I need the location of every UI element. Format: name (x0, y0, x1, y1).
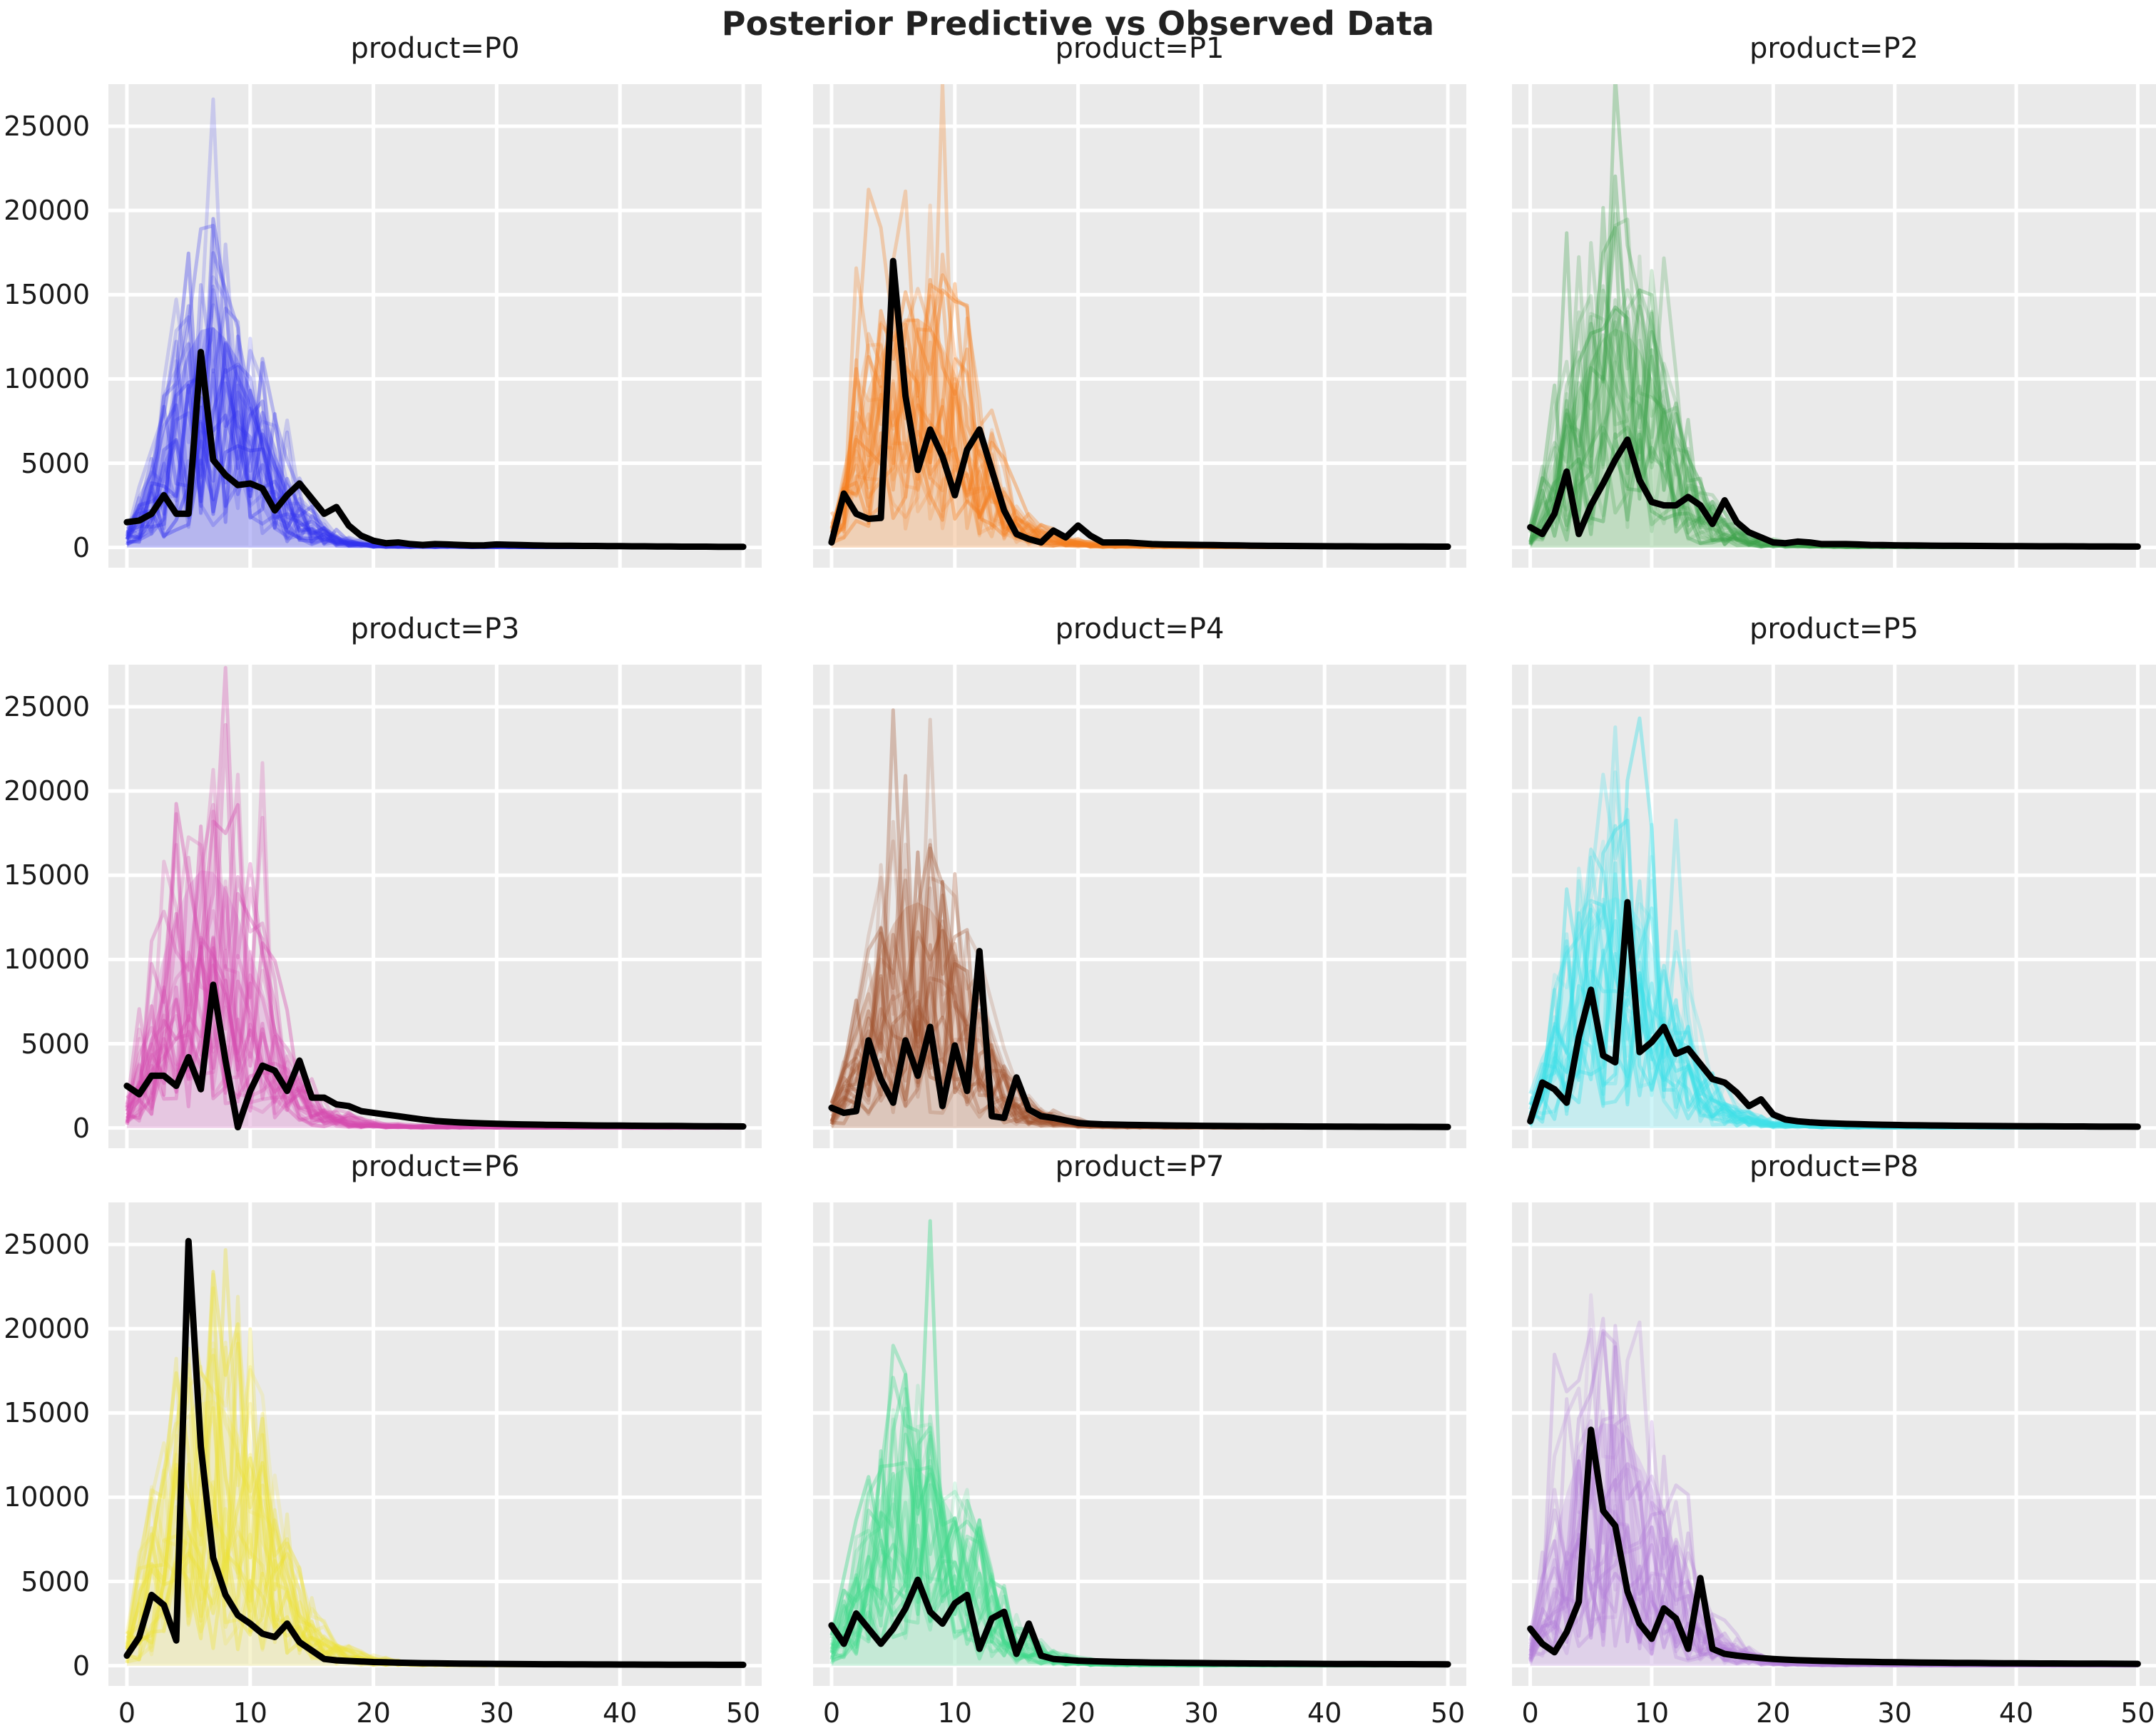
x-tick-label: 30 (479, 1697, 514, 1728)
x-tick-label: 50 (1430, 1697, 1466, 1728)
x-tick-label: 30 (1877, 1697, 1912, 1728)
observed-line (828, 1576, 1451, 1668)
plot-area-p3 (108, 665, 762, 1148)
panel-title-p5: product=P5 (1749, 613, 1919, 645)
y-tick-label: 10000 (4, 363, 90, 395)
panel-title-p1: product=P1 (1055, 32, 1225, 65)
panel-title-p7: product=P7 (1055, 1150, 1225, 1183)
y-tick-label: 5000 (21, 1565, 90, 1597)
plot-area-p2 (1512, 84, 2156, 568)
observed-line (1527, 436, 2141, 550)
x-tick-label: 30 (1184, 1697, 1219, 1728)
y-tick-label: 20000 (4, 195, 90, 227)
y-tick-label: 15000 (4, 279, 90, 311)
panel-title-p4: product=P4 (1055, 613, 1225, 645)
plot-area-p1 (813, 84, 1466, 568)
observed-line (828, 257, 1451, 550)
observed-line (123, 981, 747, 1130)
posterior-draws (1528, 716, 2138, 1130)
y-tick-label: 10000 (4, 944, 90, 976)
y-tick-label: 0 (72, 1112, 90, 1144)
observed-line (828, 948, 1451, 1130)
posterior-band (126, 870, 744, 1128)
gridlines (813, 665, 1466, 1148)
y-tick-label: 20000 (4, 1313, 90, 1345)
posterior-band (831, 318, 1449, 548)
posterior-draws (1528, 84, 2138, 550)
x-tick-label: 50 (2120, 1697, 2155, 1728)
posterior-band (1530, 1423, 2138, 1666)
x-tick-label: 0 (1521, 1697, 1539, 1728)
posterior-draws (125, 1248, 744, 1668)
posterior-band (126, 327, 744, 548)
x-tick-label: 40 (1998, 1697, 2034, 1728)
posterior-draws (829, 84, 1449, 550)
y-tick-label: 5000 (21, 447, 90, 479)
plot-area-p7 (813, 1202, 1466, 1686)
panel-title-p0: product=P0 (350, 32, 520, 65)
y-tick-label: 0 (72, 531, 90, 563)
panel-title-p2: product=P2 (1749, 32, 1919, 65)
x-tick-label: 20 (1756, 1697, 1791, 1728)
x-tick-label: 20 (356, 1697, 391, 1728)
observed-line (123, 1237, 747, 1668)
gridlines (813, 84, 1466, 568)
plot-area-p6 (108, 1202, 762, 1686)
y-tick-label: 20000 (4, 775, 90, 807)
x-tick-label: 50 (725, 1697, 761, 1728)
figure-title: Posterior Predictive vs Observed Data (721, 4, 1435, 43)
panel-title-p3: product=P3 (350, 613, 520, 645)
y-tick-label: 25000 (4, 691, 90, 723)
y-tick-label: 15000 (4, 1397, 90, 1429)
y-tick-label: 5000 (21, 1028, 90, 1060)
observed-line (1527, 899, 2141, 1130)
plot-area-p4 (813, 665, 1466, 1148)
posterior-band (1530, 897, 2138, 1128)
plot-area-p8 (1512, 1202, 2156, 1686)
plot-area-p0 (108, 84, 762, 568)
x-tick-label: 10 (937, 1697, 972, 1728)
plot-area-p5 (1512, 665, 2156, 1148)
posterior-draws (125, 97, 744, 550)
posterior-draws (125, 665, 744, 1130)
y-tick-label: 10000 (4, 1481, 90, 1513)
panel-title-p8: product=P8 (1749, 1150, 1919, 1183)
x-tick-label: 10 (233, 1697, 267, 1728)
x-tick-label: 0 (822, 1697, 841, 1728)
y-tick-label: 0 (72, 1650, 90, 1682)
y-tick-label: 25000 (4, 111, 90, 143)
x-tick-label: 40 (1307, 1697, 1342, 1728)
observed-line (123, 349, 747, 551)
posterior-draws (1528, 1293, 2138, 1668)
x-tick-label: 20 (1061, 1697, 1095, 1728)
y-tick-label: 15000 (4, 859, 90, 891)
y-tick-label: 25000 (4, 1229, 90, 1261)
x-tick-label: 40 (603, 1697, 638, 1728)
observed-line (1527, 1426, 2141, 1667)
x-tick-label: 0 (118, 1697, 136, 1728)
panel-title-p6: product=P6 (350, 1150, 520, 1183)
x-tick-label: 10 (1634, 1697, 1670, 1728)
posterior-draws (829, 708, 1449, 1130)
posterior-band (1530, 328, 2138, 548)
posterior-band (126, 1399, 744, 1666)
posterior-band (831, 1466, 1449, 1666)
